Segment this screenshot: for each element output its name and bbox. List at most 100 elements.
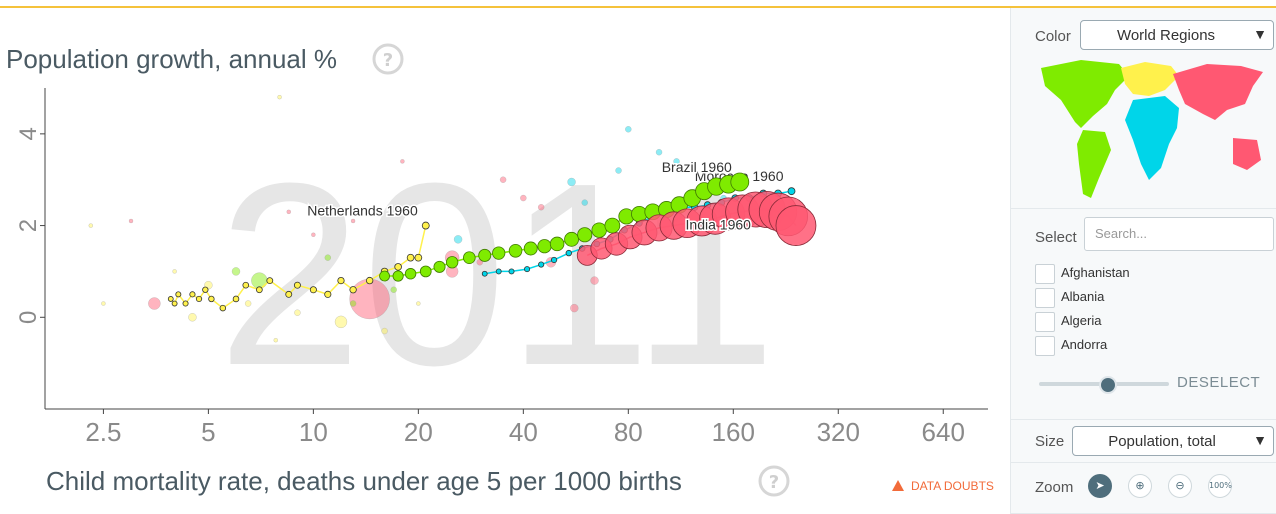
country-bubble	[673, 158, 680, 165]
trail-label: Netherlands 1960	[307, 203, 418, 219]
trail-point	[404, 268, 417, 280]
x-tick-label: 40	[509, 417, 538, 447]
trail-point	[478, 248, 492, 262]
x-help-icon[interactable]: ?	[758, 465, 790, 497]
trail-point	[495, 268, 502, 275]
chevron-down-icon: ▼	[1253, 26, 1267, 42]
opacity-slider-handle[interactable]	[1099, 376, 1117, 394]
size-label: Size	[1035, 433, 1065, 450]
y-help-icon[interactable]: ?	[372, 43, 404, 75]
trail-point	[337, 276, 345, 285]
y-tick-label: 0	[15, 311, 42, 324]
trail-point	[171, 300, 178, 307]
trail-point	[255, 286, 263, 294]
map-region-america[interactable]	[1041, 60, 1129, 128]
trail-point	[167, 296, 174, 302]
country-search-input[interactable]: Search...	[1084, 217, 1274, 251]
chevron-down-icon: ▼	[1253, 432, 1267, 448]
y-help-icon-glyph: ?	[383, 50, 393, 71]
trail-point	[242, 281, 250, 289]
x-tick-label: 20	[404, 417, 433, 447]
trail-point	[591, 222, 607, 238]
bubble-chart: 2011 Population growth, annual % ? 0 2 4 2…	[6, 43, 994, 497]
country-name: Albania	[1061, 289, 1105, 304]
y-tick-label: 4	[15, 127, 42, 140]
trail-point	[293, 281, 301, 289]
trail-point	[523, 241, 538, 256]
trail-point	[414, 253, 423, 262]
trail-point	[379, 270, 390, 282]
color-label: Color	[1035, 28, 1071, 45]
x-help-icon-glyph: ?	[769, 472, 779, 493]
top-accent-rule	[0, 6, 1276, 8]
trail-point	[433, 260, 446, 273]
sidebar: Color World Regions ▼ Select Search... A…	[1010, 8, 1276, 514]
trail-point	[508, 268, 515, 275]
y-axis-title[interactable]: Population growth, annual %	[6, 44, 337, 74]
trail-point	[349, 286, 357, 294]
color-dropdown[interactable]: World Regions ▼	[1080, 20, 1274, 50]
x-tick-label: 640	[922, 417, 965, 447]
warning-icon	[892, 480, 904, 491]
country-bubble	[349, 278, 390, 320]
checkbox[interactable]	[1035, 312, 1055, 332]
country-bubble	[349, 300, 357, 307]
country-bubble	[231, 267, 241, 276]
trail-point	[232, 295, 240, 303]
trail-point	[445, 256, 459, 269]
zoom-in-icon: ⊕	[1135, 479, 1145, 492]
trail-brazil: Brazil 1960	[379, 158, 750, 282]
trail-point	[202, 286, 209, 293]
checkbox[interactable]	[1035, 336, 1055, 356]
data-doubts-link[interactable]: DATA DOUBTS	[892, 479, 994, 493]
map-region-asia[interactable]	[1173, 64, 1263, 120]
country-bubble	[294, 309, 301, 316]
y-tick-label: 2	[15, 219, 42, 232]
zoom-out-button[interactable]: ⊖	[1168, 474, 1192, 498]
y-axis-ticks: 0 2 4	[15, 127, 45, 324]
cursor-mode-button[interactable]: ➤	[1088, 474, 1112, 498]
map-region-europe[interactable]	[1121, 62, 1179, 96]
trail-point	[549, 236, 565, 252]
deselect-button[interactable]: DESELECT	[1177, 374, 1261, 391]
country-bubble	[567, 177, 576, 187]
trail-point	[421, 221, 430, 230]
country-bubble	[172, 269, 177, 274]
trail-point	[365, 276, 374, 285]
checkbox[interactable]	[1035, 264, 1055, 284]
size-section: Size Population, total ▼	[1011, 420, 1276, 463]
country-bubble	[324, 254, 332, 261]
trail-label: India 1960	[686, 217, 752, 233]
country-bubble	[273, 337, 278, 343]
country-bubble	[453, 235, 463, 244]
map-region-south-america[interactable]	[1077, 130, 1111, 198]
year-watermark: 2011	[217, 130, 776, 420]
zoom-label: Zoom	[1035, 479, 1074, 496]
x-axis-title[interactable]: Child mortality rate, deaths under age 5…	[46, 466, 682, 496]
country-name: Andorra	[1061, 337, 1108, 352]
map-region-oceania[interactable]	[1233, 138, 1261, 170]
country-bubble	[311, 232, 316, 237]
x-tick-label: 320	[817, 417, 860, 447]
country-bubble	[655, 148, 663, 156]
zoom-reset-button[interactable]: 100%	[1208, 474, 1232, 498]
scatter-layer	[88, 94, 727, 343]
country-bubble	[188, 313, 197, 322]
trail-point	[631, 205, 648, 223]
zoom-in-button[interactable]: ⊕	[1128, 474, 1152, 498]
country-bubble	[381, 327, 388, 335]
trail-point	[565, 249, 572, 257]
trail-point	[537, 239, 552, 254]
size-dropdown[interactable]: Population, total ▼	[1072, 426, 1274, 456]
map-region-africa[interactable]	[1125, 96, 1179, 180]
trail-point	[189, 291, 196, 298]
checkbox[interactable]	[1035, 288, 1055, 308]
trail-point	[175, 291, 182, 298]
trail-point	[324, 290, 332, 298]
trail-point	[394, 263, 402, 271]
country-bubble	[625, 126, 632, 133]
x-tick-label: 80	[614, 417, 643, 447]
world-regions-map[interactable]	[1037, 60, 1276, 205]
x-tick-label: 160	[712, 417, 755, 447]
country-bubble	[499, 176, 507, 183]
